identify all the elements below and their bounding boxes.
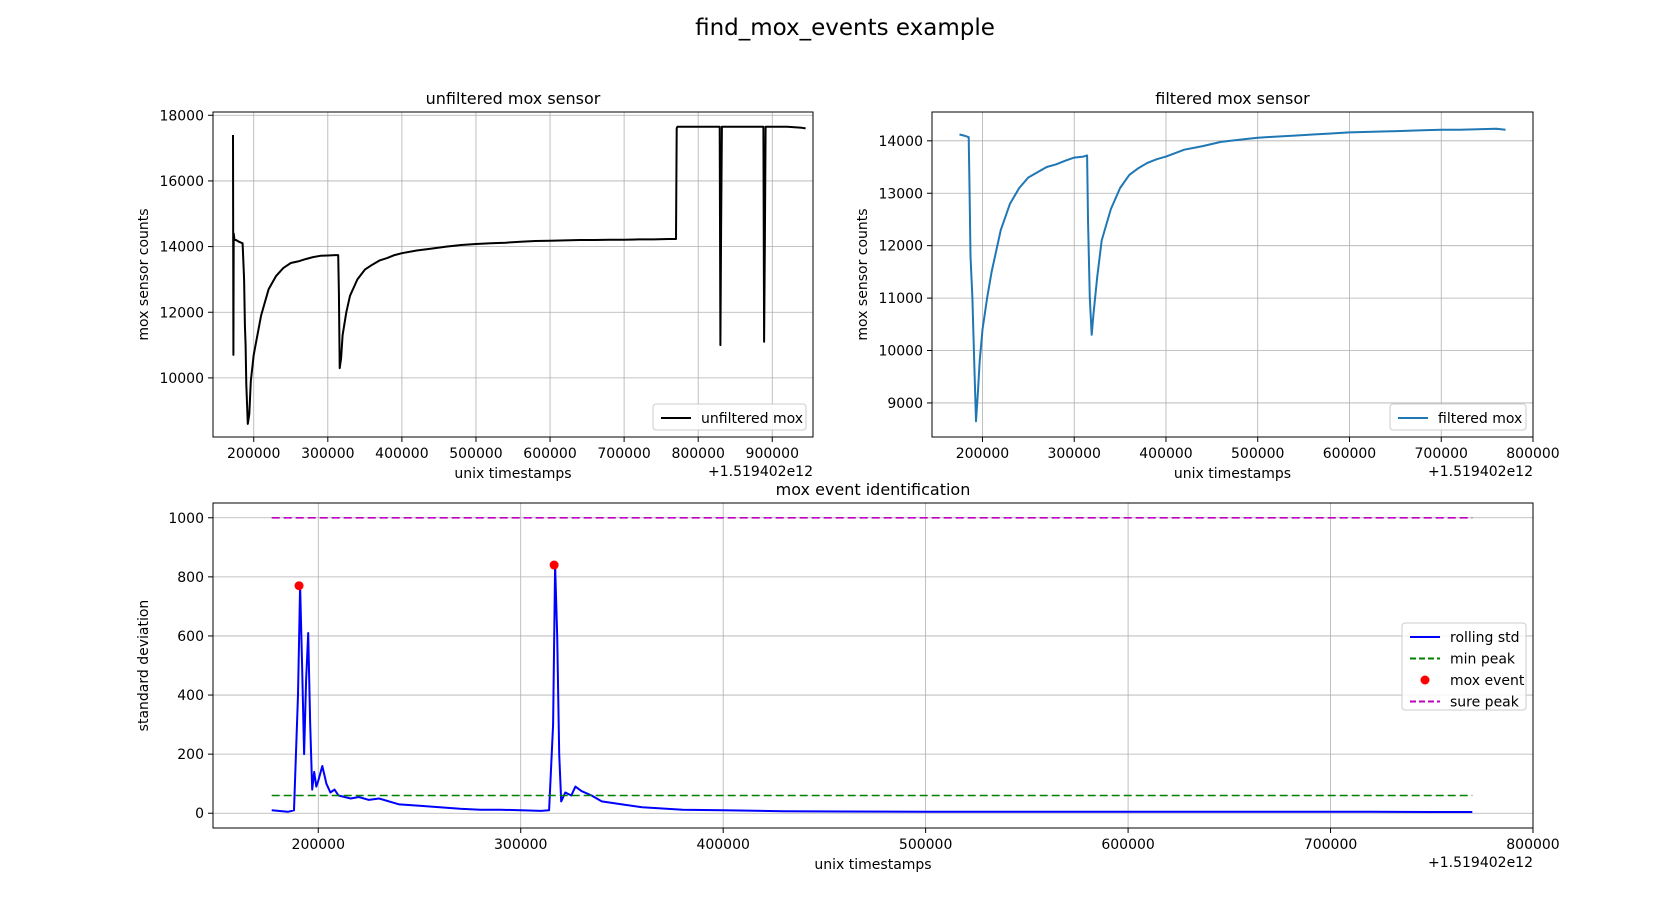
event-legend-label: min peak bbox=[1450, 652, 1516, 668]
filtered-y-tick-label: 13000 bbox=[878, 186, 923, 202]
event-x-tick-label: 800000 bbox=[1506, 837, 1559, 853]
filtered-x-tick-label: 800000 bbox=[1506, 446, 1559, 462]
filtered-x-tick-label: 300000 bbox=[1047, 446, 1100, 462]
event-legend-label: mox event bbox=[1450, 673, 1525, 689]
event-chart-title: mox event identification bbox=[776, 480, 971, 499]
filtered-legend-box bbox=[1389, 403, 1527, 431]
unfiltered-x-tick-label: 800000 bbox=[671, 446, 724, 462]
event-mox-event-marker bbox=[549, 560, 559, 570]
filtered-mox-chart: 200000 300000 400000 500000 600000 700000 8000… bbox=[855, 89, 1560, 482]
event-plot-frame bbox=[212, 502, 1534, 829]
unfiltered-x-tick-label: 700000 bbox=[597, 446, 650, 462]
event-x-offset-text: +1.519402e12 bbox=[1428, 855, 1533, 871]
filtered-x-tick-label: 400000 bbox=[1139, 446, 1192, 462]
unfiltered-x-tick-label: 400000 bbox=[375, 446, 428, 462]
event-y-tick-label: 800 bbox=[177, 570, 204, 586]
filtered-x-tick-label: 200000 bbox=[956, 446, 1009, 462]
unfiltered-x-tick-label: 500000 bbox=[449, 446, 502, 462]
filtered-legend-label: filtered mox bbox=[1438, 411, 1522, 427]
unfiltered-y-axis-label: mox sensor counts bbox=[136, 208, 152, 340]
event-y-tick-label: 400 bbox=[177, 688, 204, 704]
filtered-x-tick-label: 700000 bbox=[1415, 446, 1468, 462]
filtered-y-tick-label: 9000 bbox=[887, 396, 923, 412]
event-y-axis-label: standard deviation bbox=[136, 600, 152, 732]
unfiltered-mox-chart: 200000 300000 400000 500000 600000 700000 8000… bbox=[136, 89, 814, 482]
event-legend-swatch bbox=[1420, 675, 1430, 685]
event-y-tick-label: 600 bbox=[177, 629, 204, 645]
event-x-tick-label: 700000 bbox=[1304, 837, 1357, 853]
unfiltered-chart-title: unfiltered mox sensor bbox=[426, 89, 601, 108]
filtered-plot-frame bbox=[931, 111, 1534, 438]
unfiltered-y-tick-label: 16000 bbox=[159, 174, 204, 190]
filtered-y-tick-label: 10000 bbox=[878, 344, 923, 360]
unfiltered-plot-frame bbox=[212, 111, 814, 438]
event-series-rolling-std-line bbox=[271, 564, 1473, 813]
event-x-tick-label: 400000 bbox=[696, 837, 749, 853]
unfiltered-legend-box bbox=[652, 403, 807, 431]
filtered-x-tick-label: 600000 bbox=[1323, 446, 1376, 462]
filtered-y-axis-label: mox sensor counts bbox=[855, 208, 871, 340]
filtered-x-offset-text: +1.519402e12 bbox=[1428, 464, 1533, 480]
filtered-x-axis-label: unix timestamps bbox=[1174, 466, 1291, 482]
unfiltered-legend: unfiltered mox bbox=[652, 403, 807, 431]
event-x-tick-label: 500000 bbox=[899, 837, 952, 853]
filtered-y-tick-label: 12000 bbox=[878, 239, 923, 255]
unfiltered-y-tick-label: 18000 bbox=[159, 108, 204, 124]
unfiltered-x-axis-label: unix timestamps bbox=[454, 466, 571, 482]
event-x-tick-label: 600000 bbox=[1101, 837, 1154, 853]
unfiltered-x-offset-text: +1.519402e12 bbox=[708, 464, 813, 480]
event-x-axis-label: unix timestamps bbox=[814, 857, 931, 873]
unfiltered-x-tick-label: 900000 bbox=[746, 446, 799, 462]
unfiltered-x-tick-label: 200000 bbox=[227, 446, 280, 462]
event-legend-label: sure peak bbox=[1450, 695, 1520, 711]
filtered-x-tick-label: 500000 bbox=[1231, 446, 1284, 462]
unfiltered-x-tick-label: 600000 bbox=[523, 446, 576, 462]
filtered-series-filtered-mox-line bbox=[959, 127, 1506, 423]
figure-title: find_mox_events example bbox=[695, 15, 995, 41]
unfiltered-x-tick-label: 300000 bbox=[301, 446, 354, 462]
filtered-legend: filtered mox bbox=[1389, 403, 1527, 431]
event-legend-label: rolling std bbox=[1450, 630, 1520, 646]
event-y-tick-label: 200 bbox=[177, 747, 204, 763]
unfiltered-y-tick-label: 10000 bbox=[159, 371, 204, 387]
event-legend-box bbox=[1401, 622, 1527, 711]
event-y-tick-label: 0 bbox=[195, 806, 204, 822]
unfiltered-series-unfiltered-mox-line bbox=[232, 125, 806, 425]
mox-event-identification-chart: 200000 300000 400000 500000 600000 700000 8000… bbox=[136, 480, 1560, 873]
event-legend: rolling std min peak mox event sure peak bbox=[1401, 622, 1527, 711]
filtered-y-tick-label: 11000 bbox=[878, 291, 923, 307]
event-x-tick-label: 200000 bbox=[292, 837, 345, 853]
unfiltered-y-tick-label: 12000 bbox=[159, 305, 204, 321]
unfiltered-y-tick-label: 14000 bbox=[159, 240, 204, 256]
filtered-y-tick-label: 14000 bbox=[878, 134, 923, 150]
unfiltered-legend-label: unfiltered mox bbox=[701, 411, 803, 427]
event-mox-event-marker bbox=[294, 581, 304, 591]
filtered-chart-title: filtered mox sensor bbox=[1155, 89, 1310, 108]
event-y-tick-label: 1000 bbox=[168, 511, 204, 527]
event-x-tick-label: 300000 bbox=[494, 837, 547, 853]
